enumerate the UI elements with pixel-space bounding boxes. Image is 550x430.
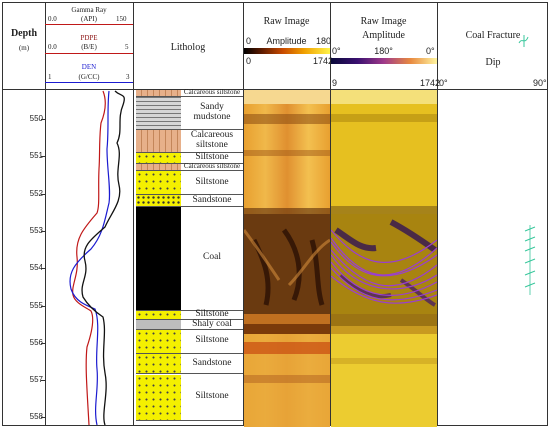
lith-pattern-silt [136, 329, 181, 354]
coal-fracture-label: Coal Fracture [465, 30, 521, 41]
phase-left: 0° [332, 46, 341, 56]
phase-max: 1742 [420, 78, 441, 88]
lith-pattern-sand [136, 195, 181, 207]
phase-center: 180° [374, 46, 393, 56]
lith-pattern-mud [136, 96, 181, 131]
dip-handwritten-annotation [524, 225, 536, 295]
divider-depth [45, 3, 46, 425]
den-unit: (G/CC) [78, 73, 100, 81]
depth-tick [41, 268, 45, 270]
raw-image-1-title: Raw Image [263, 16, 310, 27]
den-scale-line [45, 82, 133, 83]
depth-tick [41, 342, 45, 344]
depth-tick [41, 380, 45, 382]
pdpe-curve [81, 90, 125, 426]
lith-pattern-silt [136, 152, 181, 164]
lith-label: Siltstone [181, 375, 243, 422]
lith-label: Shaly coal [181, 319, 243, 330]
depth-tick [41, 156, 45, 158]
depth-tick [41, 119, 45, 120]
lith-label: Calcareous siltstone [181, 130, 243, 153]
gamma-ray-curve [72, 90, 106, 426]
lith-label: Sandstone [181, 354, 243, 375]
dip-min: 0° [439, 78, 448, 88]
divider-raw1 [330, 3, 331, 425]
depth-tick [41, 193, 45, 195]
density-curve [69, 90, 111, 426]
amp-scale-label: Amplitude [266, 36, 307, 46]
lith-pattern-calc [136, 90, 181, 97]
depth-tick-label: 554 [29, 263, 43, 273]
phase-scale-label: Amplitude [362, 30, 405, 41]
pdpe-min: 0.0 [48, 43, 57, 51]
gamma-scale-line [45, 24, 133, 25]
lith-pattern-calc [136, 130, 181, 153]
pdpe-name: PDPE [80, 34, 98, 42]
amp-shaly-band [244, 324, 330, 334]
lith-label: Siltstone [181, 309, 243, 321]
depth-tick [41, 305, 45, 307]
litholog-label: Litholog [170, 42, 206, 53]
depth-tick-label: 550 [29, 114, 43, 123]
depth-tick-label: 551 [29, 151, 43, 161]
depth-unit: (m) [18, 44, 30, 52]
lith-pattern-calc [136, 163, 181, 172]
depth-tick [41, 230, 45, 232]
depth-tick-label: 557 [29, 375, 43, 385]
amp-scale-max: 180 [316, 36, 332, 46]
lith-label: Siltstone [181, 152, 243, 164]
gamma-name: Gamma Ray [71, 6, 107, 14]
phase-colorbar [331, 58, 437, 64]
depth-tick-label: 555 [29, 300, 43, 310]
lith-label: Calcareous siltstone [181, 162, 243, 172]
den-name: DEN [81, 63, 97, 71]
lith-pattern-shaly [136, 320, 181, 330]
dip-label: Dip [485, 57, 501, 68]
divider-litholog [243, 3, 244, 425]
depth-tick-label: 558 [29, 412, 43, 422]
amp-scale-max2: 1742 [313, 56, 334, 66]
raw-image-amplitude [244, 90, 330, 427]
amp-scale-min: 0 [246, 36, 252, 46]
depth-tick [41, 417, 45, 419]
gamma-max: 150 [116, 15, 127, 23]
amp-scale-min2: 0 [246, 56, 252, 66]
pdpe-max: 5 [125, 43, 129, 51]
phase-min: 9 [332, 78, 338, 88]
lith-pattern-silt [136, 171, 181, 196]
log-curves [69, 90, 125, 426]
gamma-unit: (API) [81, 15, 97, 23]
amp-top-band [244, 90, 330, 104]
depth-label: Depth [10, 28, 38, 39]
raw-image-phase [331, 90, 437, 427]
lith-pattern-silt [136, 311, 181, 321]
phase-right: 0° [426, 46, 435, 56]
pdpe-unit: (B/E) [81, 43, 97, 51]
raw-image-2-title: Raw Image [360, 16, 407, 27]
lith-pattern-coal [136, 206, 181, 312]
header-bottom-line [3, 89, 547, 90]
lith-label: Siltstone [181, 330, 243, 354]
dip-max: 90° [533, 78, 547, 88]
lith-pattern-silt [136, 353, 181, 375]
lith-label: Sandstone [181, 195, 243, 207]
depth-tick-label: 552 [29, 188, 43, 198]
den-max: 3 [126, 73, 130, 81]
header-handwritten-mark [518, 35, 529, 47]
fracture-sinusoids [331, 229, 437, 304]
depth-tick-label: 553 [29, 225, 43, 235]
lith-label: Calcareous siltstone [181, 89, 243, 97]
divider-raw2 [437, 3, 438, 425]
amplitude-colorbar [244, 48, 330, 54]
gamma-min: 0.0 [48, 15, 57, 23]
pdpe-scale-line [45, 53, 133, 54]
lith-label: Sandy mudstone [181, 97, 243, 131]
lith-label: Coal [181, 207, 243, 312]
depth-tick-label: 556 [29, 337, 43, 347]
den-min: 1 [48, 73, 52, 81]
lith-pattern-silt [136, 374, 181, 422]
lith-label: Siltstone [181, 171, 243, 196]
divider-curves [133, 3, 134, 425]
